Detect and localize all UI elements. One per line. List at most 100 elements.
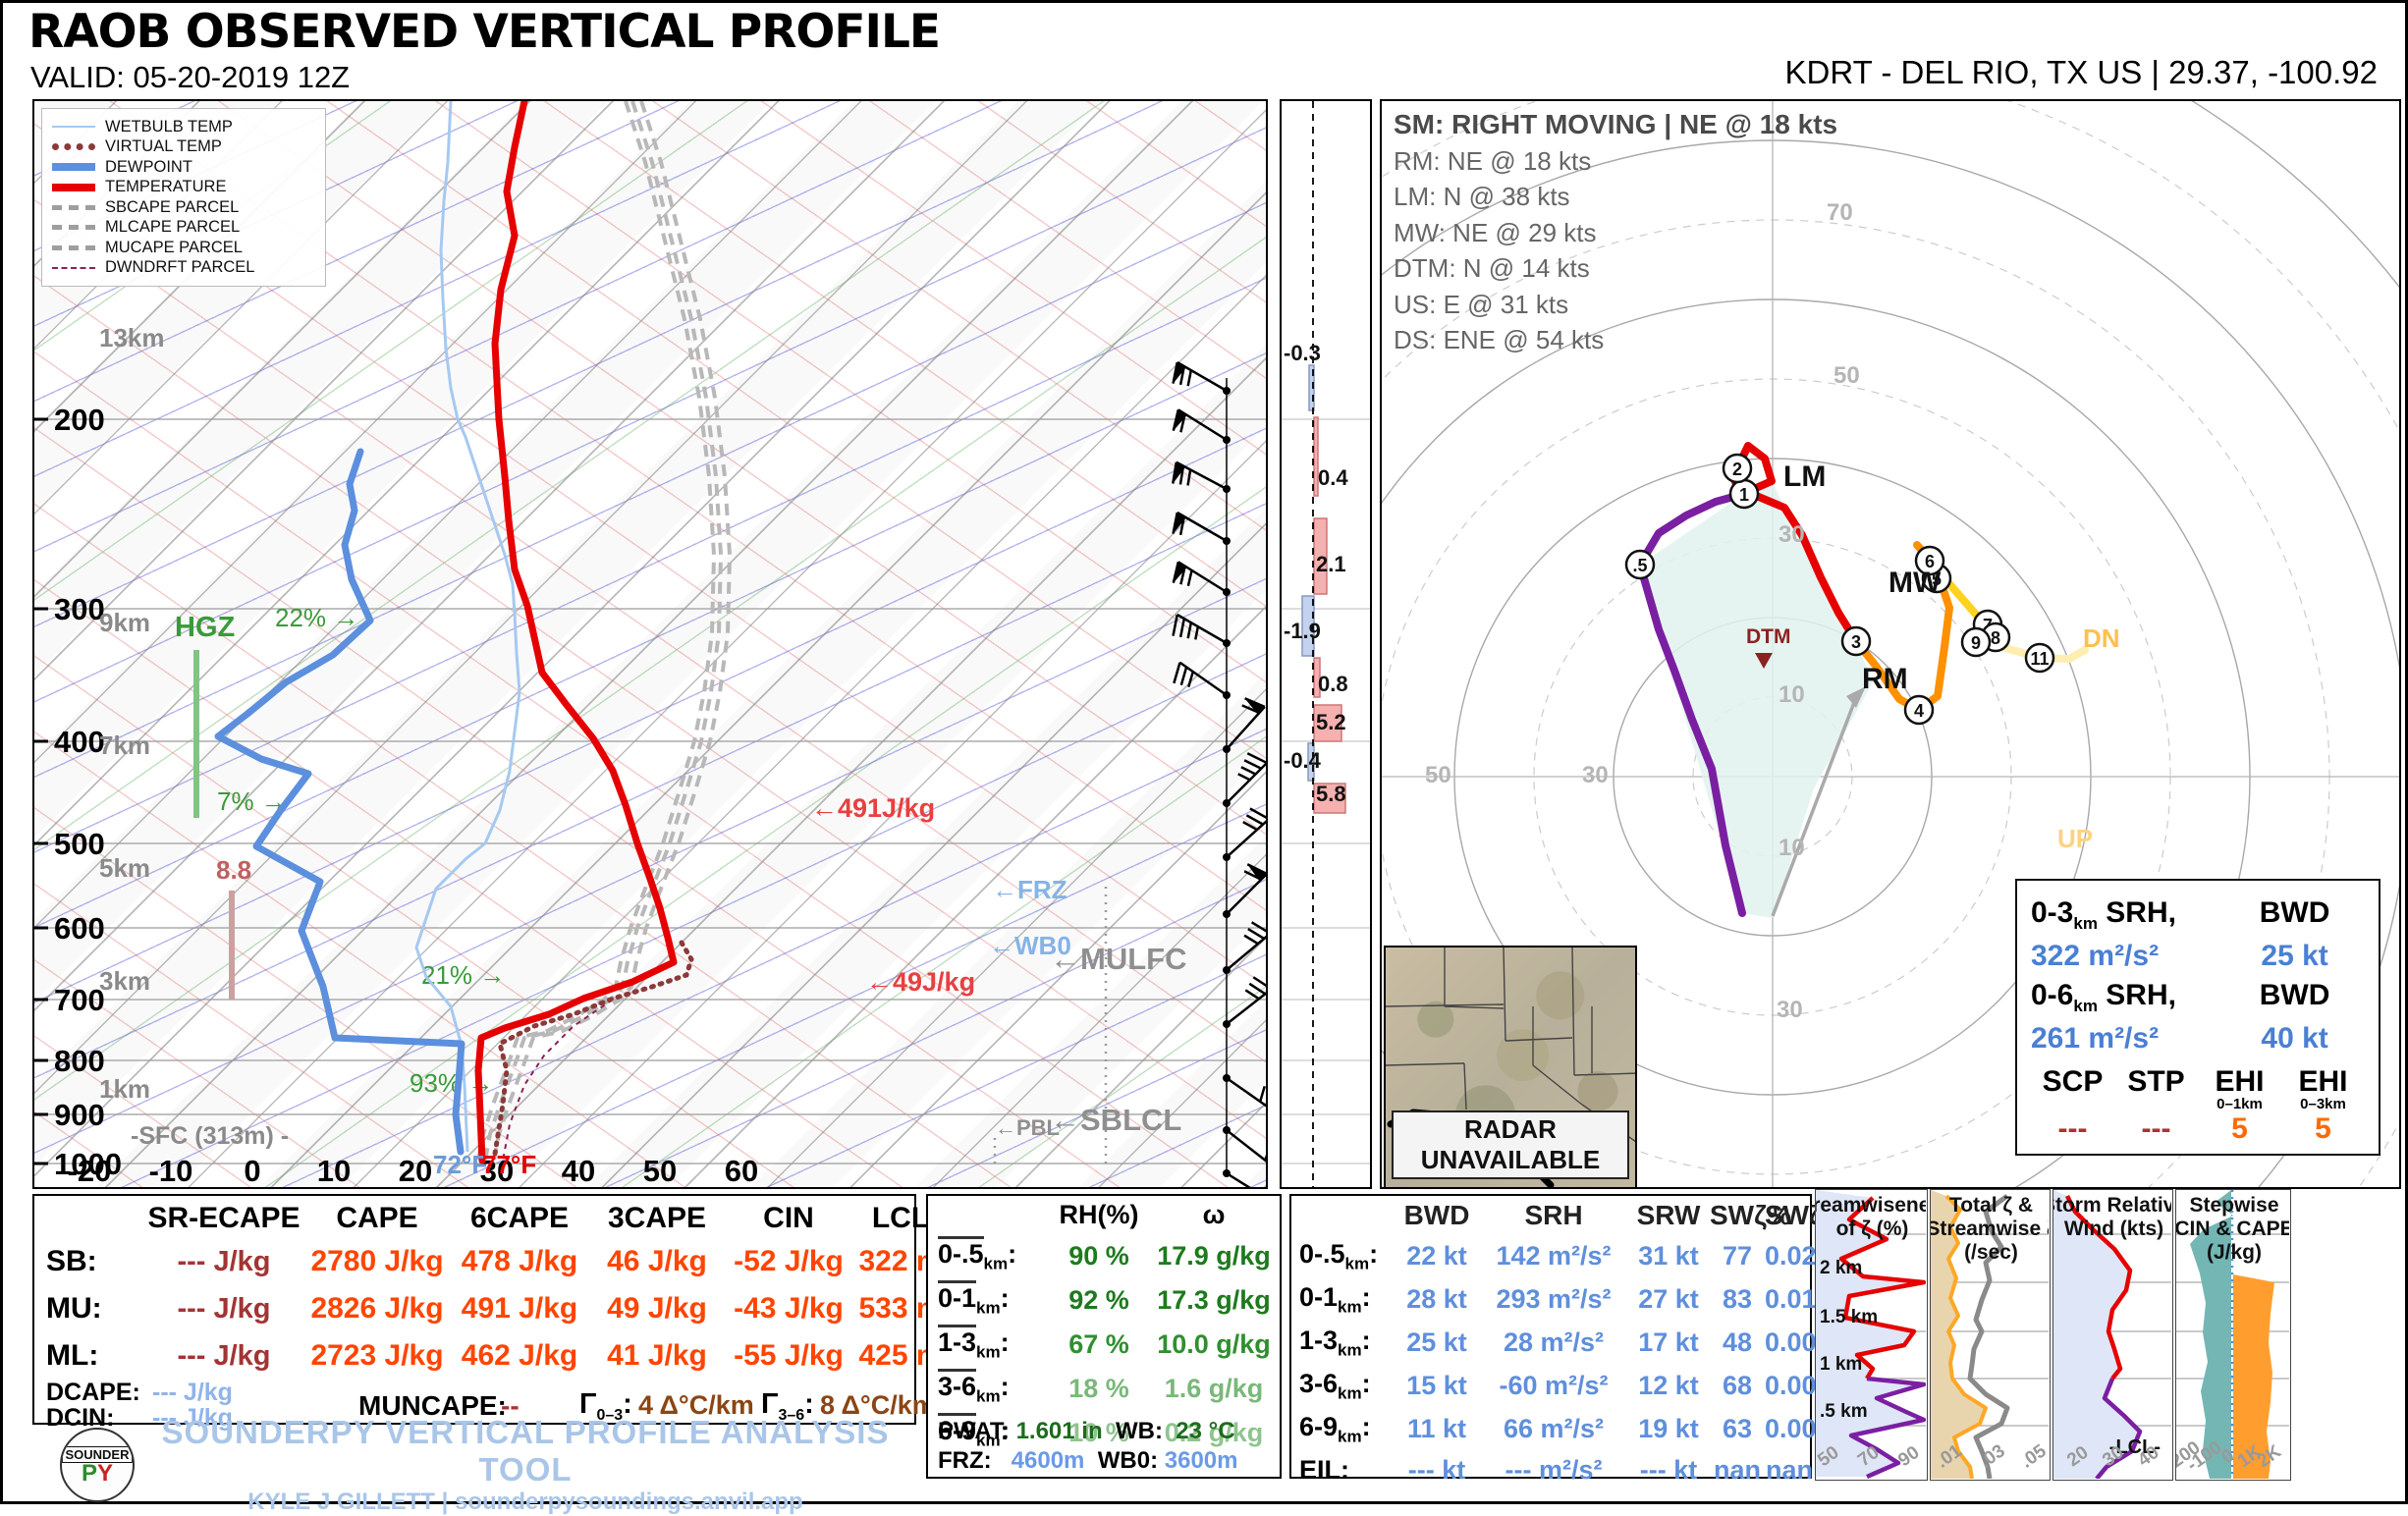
- el-span: 6-9: [938, 1413, 977, 1445]
- pressure-label: 900: [54, 1098, 105, 1132]
- ring-or-marker: [1624, 549, 1656, 580]
- mini-chart-4: Stepwise CIN & CAPE (J/kg) -200 -100 0 1K 2K: [2162, 1189, 2294, 1481]
- scp-label: SCP: [2042, 1065, 2104, 1098]
- height-label: 7km: [99, 731, 150, 760]
- legend-item-wetbulb-temp: WETBULB TEMP: [52, 117, 315, 137]
- layer-label: EIL:: [1299, 1455, 1349, 1485]
- data-trace: [1967, 1193, 2010, 1480]
- shaded-area: [1173, 513, 1186, 534]
- row-label: SB:: [46, 1245, 97, 1277]
- data-trace: [502, 999, 614, 1162]
- dcape-label: DCAPE:: [46, 1379, 140, 1406]
- omega-strip-plot: -0.3 0.4 2.1 -1.9 0.8 5.2 -0.4 5.8: [1282, 101, 1370, 1187]
- grid-line: [1186, 369, 1193, 387]
- mini-chart-2: Total ζ & Streamwise ζ (/sec) .01.03.05: [1926, 1189, 2056, 1481]
- grid-line: [1177, 613, 1228, 645]
- kin-col-header: BWD: [1403, 1200, 1470, 1230]
- mini-x-tick: 90: [1894, 1442, 1923, 1471]
- el-sub: km: [1338, 1297, 1362, 1317]
- kin-value: --- m²/s²: [1505, 1455, 1603, 1485]
- omega-value: 2.1: [1316, 552, 1346, 576]
- grid-line: [1243, 759, 1262, 770]
- srh-0-6-values: 261 m²/s² 40 kt: [2031, 1022, 2365, 1056]
- thermo-value: -43 J/kg: [734, 1292, 844, 1325]
- legend-item-dewpoint: DEWPOINT: [52, 157, 315, 178]
- height-label: 3km: [99, 966, 150, 996]
- el-sub: km: [1338, 1383, 1362, 1403]
- dcin-label: DCIN:: [46, 1404, 115, 1432]
- ring-label: 50: [1833, 362, 1860, 389]
- ehi-0-3-label: EHI 0–3km: [2281, 1065, 2365, 1111]
- ring-or-marker: [1960, 626, 1992, 658]
- grid-line: [1386, 1003, 1505, 1007]
- ehi-0-1-label: EHI 0–1km: [2198, 1065, 2281, 1111]
- footer-credits: SOUNDER PY SOUNDERPY VERTICAL PROFILE AN…: [32, 1414, 916, 1515]
- grid-line: [1505, 1037, 1573, 1042]
- legend-swatch: [52, 266, 95, 269]
- el-span: EHI: [2215, 1065, 2265, 1098]
- hodo-height-marker: .5: [1632, 556, 1647, 575]
- grid-line: [1463, 1062, 1467, 1110]
- data-trace: [214, 448, 465, 1156]
- grid-line: [1571, 948, 1575, 1076]
- thermo-value: 462 J/kg: [461, 1339, 578, 1372]
- frz-wb0-row: FRZ: 4600m WB0: 3600m: [938, 1447, 1237, 1475]
- kin-value: --- kt: [1407, 1455, 1466, 1485]
- grid-line: [1237, 773, 1251, 782]
- footer-text: SOUNDERPY VERTICAL PROFILE ANALYSIS TOOL…: [135, 1414, 916, 1516]
- srh-0-6-label: 0-6km SRH,: [2031, 979, 2224, 1016]
- legend-label: DEWPOINT: [105, 157, 192, 176]
- grid-line: [1226, 935, 1266, 971]
- kin-value: 28 m²/s²: [1503, 1327, 1605, 1358]
- el-sub: km: [983, 1254, 1009, 1273]
- pressure-label: 600: [54, 911, 105, 946]
- sr-ecape-value: --- J/kg: [177, 1292, 271, 1325]
- pressure-label: 200: [54, 403, 105, 437]
- author-credit: KYLE J GILLETT | sounderpysoundings.anvi…: [247, 1489, 803, 1515]
- kin-value: 63: [1722, 1414, 1753, 1444]
- temp-tick-label: 60: [725, 1154, 758, 1187]
- grid-line: [1444, 1005, 1505, 1009]
- grid-line: [1264, 1154, 1266, 1161]
- layer-label: 1-3km:: [928, 1325, 1054, 1362]
- temp-tick-label: 0: [244, 1154, 260, 1187]
- layer-label: 0-.5km:: [928, 1236, 1054, 1273]
- motion-vector-label: RM: [1862, 663, 1908, 695]
- thermo-value: -55 J/kg: [734, 1339, 844, 1372]
- grid-line: [1250, 921, 1266, 933]
- height-label: 13km: [99, 323, 165, 352]
- shaded-area: [1640, 481, 1873, 918]
- temp-tick-label: 10: [317, 1154, 351, 1187]
- grid-line: [1178, 661, 1228, 697]
- hodo-height-marker: 9: [1971, 633, 1981, 653]
- motion-vector-label: DN: [2083, 623, 2120, 653]
- kin-row: 6-9km: 11 kt 66 m²/s² 19 kt 63 0.003: [1291, 1412, 1832, 1446]
- kin-value: 19 kt: [1638, 1414, 1699, 1444]
- lapse-3-6-label: Γ3–6:: [761, 1388, 814, 1424]
- storm-motion-line: MW: NE @ 29 kts: [1394, 217, 1597, 247]
- temp-tick-label: -20: [68, 1154, 112, 1187]
- ring-or-marker: [1840, 625, 1872, 657]
- hodo-height-marker: 1: [1739, 485, 1749, 505]
- station-info: KDRT - DEL RIO, TX US | 29.37, -100.92: [1784, 54, 2378, 90]
- page-title: RAOB OBSERVED VERTICAL PROFILE: [28, 5, 941, 59]
- grid-line: [1186, 622, 1193, 639]
- mini-chart-title: Total ζ &: [1949, 1194, 2033, 1217]
- skewt-legend: WETBULB TEMP VIRTUAL TEMP DEWPOINT TEMPERAT…: [41, 108, 326, 287]
- height-label: 9km: [99, 608, 150, 637]
- omega-strip-panel: -0.3 0.4 2.1 -1.9 0.8 5.2 -0.4 5.8: [1280, 99, 1372, 1189]
- data-trace: [1636, 490, 1748, 917]
- mini-chart-title: CIN & CAPE: [2176, 1218, 2289, 1240]
- ring-or-marker: [1914, 545, 1945, 576]
- skewt-panel: 200 300 400 500 600 700 800 900 1000 13km 9km 7km 5k…: [32, 99, 1268, 1189]
- hodo-height-marker: 5: [1932, 569, 1942, 589]
- kin-value: 293 m²/s²: [1496, 1284, 1612, 1315]
- kin-value: 25 kt: [1406, 1327, 1467, 1358]
- grid-line: [1242, 821, 1258, 832]
- ring-or-marker: [1903, 694, 1935, 726]
- kin-col-header: SRW: [1636, 1200, 1701, 1230]
- pressure-label: 300: [54, 592, 105, 626]
- kin-row: EIL: --- kt --- m²/s² --- kt nan nan: [1291, 1455, 1813, 1486]
